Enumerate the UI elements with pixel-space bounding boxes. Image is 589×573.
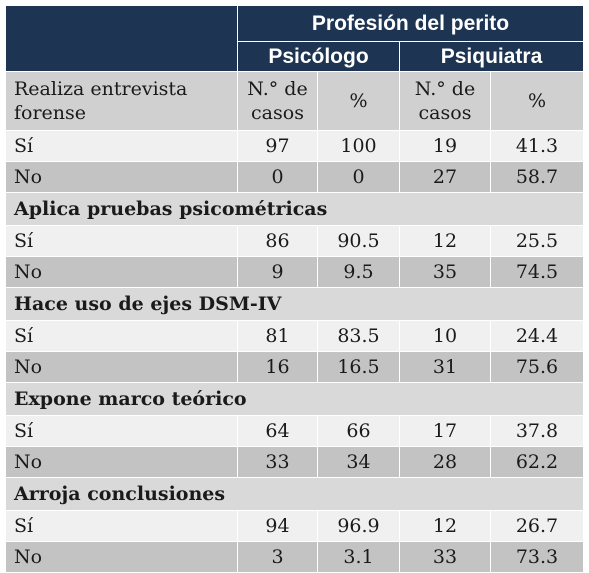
cell-value: 83.5 <box>317 320 400 352</box>
cell-value: 16 <box>237 351 318 383</box>
cell-value: 27 <box>399 161 491 193</box>
row-label: Sí <box>5 320 238 352</box>
row-label-entrevista: Realiza entrevista forense <box>5 71 238 131</box>
cell-value: 75.6 <box>489 351 585 383</box>
cell-value: 73.3 <box>489 541 585 573</box>
row-label: No <box>5 446 238 478</box>
header-psiquiatra: Psiquiatra <box>398 41 585 72</box>
cell-value: 62.2 <box>489 446 585 478</box>
cell-value: 97 <box>237 130 318 162</box>
table-row: No 3 3.1 33 73.3 <box>5 541 585 573</box>
row-label: Sí <box>5 415 238 447</box>
cell-value: 33 <box>237 446 318 478</box>
table-row: No 9 9.5 35 74.5 <box>5 256 585 288</box>
table-row: Sí 86 90.5 12 25.5 <box>5 225 585 257</box>
cell-value: 0 <box>237 161 318 193</box>
cell-value: 28 <box>399 446 491 478</box>
table-row: Sí 64 66 17 37.8 <box>5 415 585 447</box>
row-label: No <box>5 161 238 193</box>
header-psicologo: Psicólogo <box>237 41 400 72</box>
cell-value: 12 <box>399 510 491 542</box>
section-title: Hace uso de ejes DSM-IV <box>4 287 585 321</box>
col-cases-psiquiatra: N.° de casos <box>399 71 491 131</box>
data-table: Profesión del perito Psicólogo Psiquiatr… <box>4 5 585 573</box>
cell-value: 100 <box>317 130 400 162</box>
row-label: No <box>5 256 238 288</box>
cell-value: 9 <box>237 256 318 288</box>
column-subheader-row: Realiza entrevista forense N.° de casos … <box>5 71 585 131</box>
cell-value: 96.9 <box>317 510 400 542</box>
cell-value: 37.8 <box>489 415 585 447</box>
section-title: Expone marco teórico <box>4 382 585 416</box>
row-label: Sí <box>5 225 238 257</box>
cell-value: 19 <box>399 130 491 162</box>
row-label: Sí <box>5 510 238 542</box>
cell-value: 81 <box>237 320 318 352</box>
cell-value: 58.7 <box>489 161 585 193</box>
col-cases-psicologo: N.° de casos <box>237 71 318 131</box>
header-row-sub: Psicólogo Psiquiatra <box>6 41 585 72</box>
section-title: Arroja conclusiones <box>4 477 585 511</box>
header-row-top: Profesión del perito <box>5 5 585 72</box>
col-pct-psicologo: % <box>317 71 400 131</box>
cell-value: 3 <box>237 541 318 573</box>
section-title: Aplica pruebas psicométricas <box>4 192 585 226</box>
cell-value: 74.5 <box>489 256 585 288</box>
section-row: Expone marco teórico <box>4 382 585 416</box>
cell-value: 12 <box>399 225 491 257</box>
cell-value: 0 <box>317 161 400 193</box>
header-profesion: Profesión del perito <box>236 5 585 42</box>
cell-value: 31 <box>399 351 491 383</box>
cell-value: 26.7 <box>489 510 585 542</box>
section-row: Aplica pruebas psicométricas <box>4 192 585 226</box>
cell-value: 16.5 <box>317 351 400 383</box>
cell-value: 66 <box>317 415 400 447</box>
section-row: Hace uso de ejes DSM-IV <box>4 287 585 321</box>
table-row: No 16 16.5 31 75.6 <box>5 351 585 383</box>
table-row: Sí 94 96.9 12 26.7 <box>5 510 585 542</box>
row-label: No <box>5 541 238 573</box>
section-row: Arroja conclusiones <box>4 477 585 511</box>
table-row: No 33 34 28 62.2 <box>5 446 585 478</box>
cell-value: 33 <box>399 541 491 573</box>
row-label: No <box>5 351 238 383</box>
header-corner <box>5 5 238 72</box>
cell-value: 41.3 <box>489 130 585 162</box>
cell-value: 9.5 <box>317 256 400 288</box>
table-container: Profesión del perito Psicólogo Psiquiatr… <box>4 5 585 573</box>
cell-value: 3.1 <box>317 541 400 573</box>
table-row: No 0 0 27 58.7 <box>5 161 585 193</box>
cell-value: 90.5 <box>317 225 400 257</box>
col-pct-psiquiatra: % <box>489 71 585 131</box>
cell-value: 64 <box>237 415 318 447</box>
cell-value: 34 <box>317 446 400 478</box>
table-row: Sí 97 100 19 41.3 <box>5 130 585 162</box>
cell-value: 10 <box>399 320 491 352</box>
cell-value: 24.4 <box>489 320 585 352</box>
cell-value: 17 <box>399 415 491 447</box>
row-label: Sí <box>5 130 238 162</box>
cell-value: 86 <box>237 225 318 257</box>
cell-value: 35 <box>399 256 491 288</box>
table-row: Sí 81 83.5 10 24.4 <box>5 320 585 352</box>
cell-value: 25.5 <box>489 225 585 257</box>
cell-value: 94 <box>237 510 318 542</box>
